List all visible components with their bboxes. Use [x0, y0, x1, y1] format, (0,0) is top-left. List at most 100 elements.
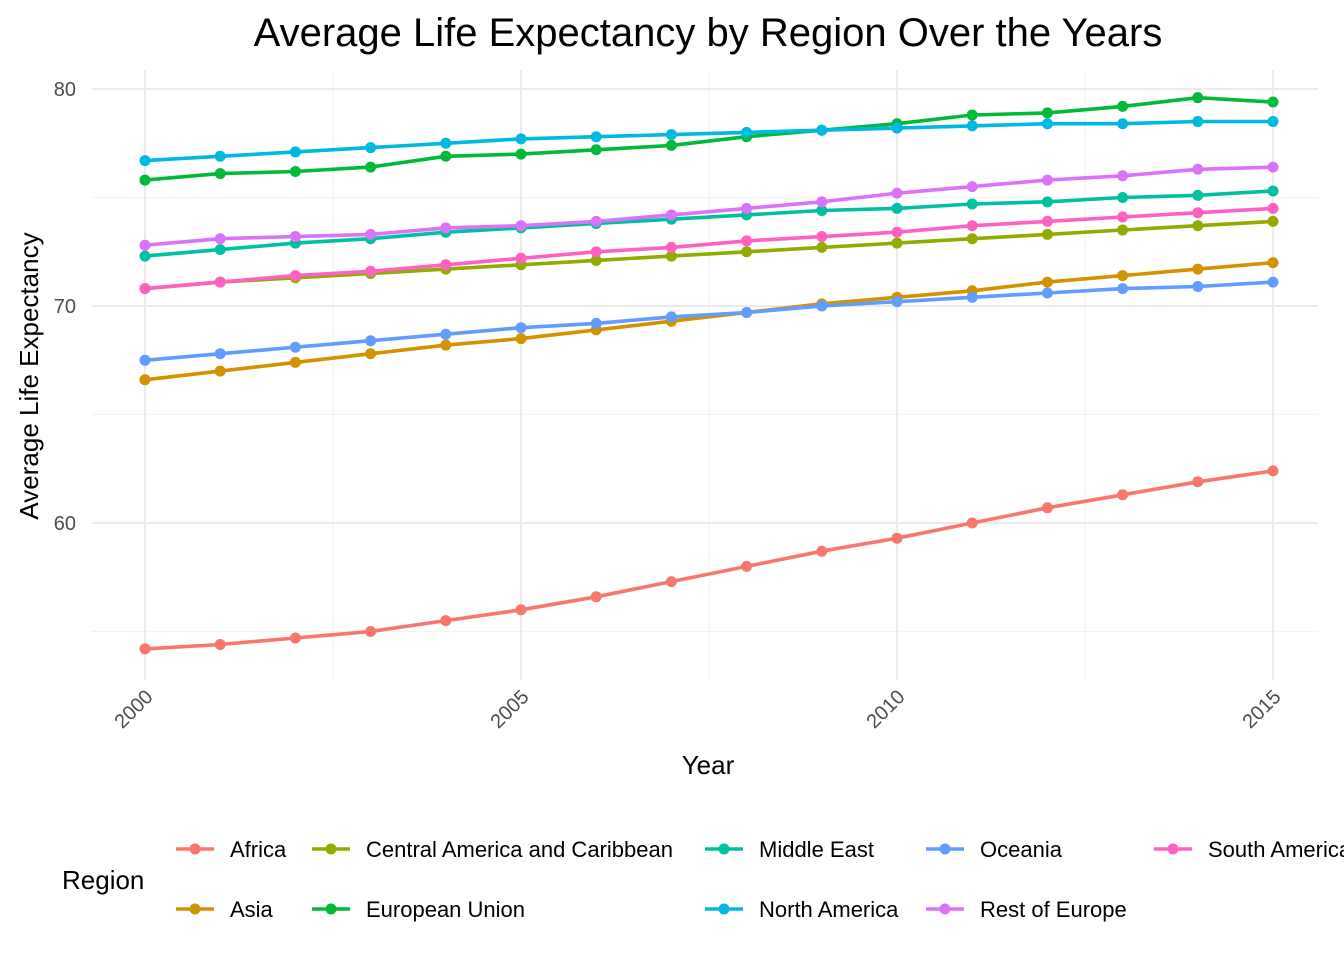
data-point — [816, 545, 828, 557]
legend-label: South America — [1208, 837, 1344, 862]
data-point — [139, 250, 151, 262]
data-point — [1192, 207, 1204, 219]
data-point — [741, 202, 753, 214]
legend-label: North America — [759, 897, 899, 922]
data-point — [365, 142, 377, 154]
data-point — [741, 307, 753, 319]
legend-label: European Union — [366, 897, 525, 922]
data-point — [590, 591, 602, 603]
data-point — [1192, 92, 1204, 104]
data-point — [1267, 465, 1279, 477]
data-point — [139, 155, 151, 167]
series-line — [144, 119, 1273, 163]
legend-key-point — [1167, 843, 1179, 855]
data-point — [966, 233, 978, 245]
data-point — [966, 291, 978, 303]
data-point — [1117, 224, 1129, 236]
series-line — [144, 206, 1274, 291]
data-point — [214, 233, 226, 245]
data-point — [1267, 185, 1279, 197]
data-point — [590, 317, 602, 329]
data-point — [440, 150, 452, 162]
data-point — [741, 235, 753, 247]
data-point — [665, 311, 677, 323]
data-point — [816, 241, 828, 253]
legend-items: Africa Asia Central America and Caribbean E… — [176, 837, 1344, 922]
data-point — [440, 615, 452, 627]
legend-label: Oceania — [980, 837, 1063, 862]
data-point — [440, 222, 452, 234]
data-point — [289, 632, 301, 644]
data-point — [1041, 174, 1053, 186]
y-tick-label: 70 — [54, 296, 76, 318]
data-point — [515, 148, 527, 160]
data-point — [515, 333, 527, 345]
data-point — [289, 270, 301, 282]
legend-label: Middle East — [759, 837, 874, 862]
data-point — [665, 139, 677, 151]
chart-title: Average Life Expectancy by Region Over t… — [254, 11, 1163, 55]
data-point — [1267, 202, 1279, 214]
data-point — [515, 322, 527, 334]
data-point — [891, 226, 903, 238]
data-point — [1117, 118, 1129, 130]
data-point — [966, 517, 978, 529]
legend-title: Region — [62, 865, 144, 895]
data-point — [214, 365, 226, 377]
data-point — [1041, 502, 1053, 514]
legend-key-point — [325, 903, 337, 915]
legend-label: Asia — [230, 897, 274, 922]
x-axis-ticks: 2000 2005 2010 2015 — [111, 686, 1286, 733]
grid — [92, 70, 1318, 680]
data-point — [891, 122, 903, 134]
data-point — [665, 129, 677, 141]
data-point — [365, 626, 377, 637]
data-point — [139, 283, 151, 295]
data-point — [665, 209, 677, 221]
legend-item: European Union — [312, 897, 525, 922]
data-point — [1041, 287, 1053, 299]
legend-key-point — [189, 843, 201, 855]
data-point — [1267, 276, 1279, 288]
data-point — [365, 348, 377, 360]
series-points — [139, 92, 1279, 655]
data-point — [741, 126, 753, 138]
data-point — [1041, 228, 1053, 240]
data-point — [966, 181, 978, 193]
data-point — [289, 165, 301, 177]
series-line — [144, 165, 1274, 247]
data-point — [966, 120, 978, 132]
series-line — [144, 219, 1274, 291]
data-point — [365, 335, 377, 347]
x-tick-label: 2015 — [1239, 686, 1286, 733]
x-tick-label: 2000 — [111, 686, 158, 733]
data-point — [1192, 163, 1204, 175]
legend-key-point — [939, 903, 951, 915]
x-tick-label: 2010 — [863, 686, 910, 733]
data-point — [590, 144, 602, 156]
y-axis-ticks: 60 70 80 — [54, 79, 76, 535]
data-point — [1267, 116, 1279, 128]
data-point — [365, 265, 377, 277]
legend-item: North America — [705, 897, 899, 922]
data-point — [365, 161, 377, 173]
data-point — [214, 348, 226, 360]
data-point — [139, 239, 151, 251]
legend-item: Asia — [176, 897, 274, 922]
series-line — [144, 189, 1274, 258]
data-point — [1267, 257, 1279, 269]
data-point — [139, 354, 151, 366]
data-point — [590, 246, 602, 258]
data-point — [891, 187, 903, 199]
legend-key-point — [718, 903, 730, 915]
data-point — [816, 124, 828, 136]
data-point — [891, 237, 903, 249]
legend-label: Rest of Europe — [980, 897, 1127, 922]
data-point — [1192, 476, 1204, 488]
data-point — [741, 246, 753, 258]
legend-item: Central America and Caribbean — [312, 837, 673, 862]
data-point — [1041, 118, 1053, 130]
legend-item: Middle East — [705, 837, 874, 862]
data-point — [440, 328, 452, 340]
